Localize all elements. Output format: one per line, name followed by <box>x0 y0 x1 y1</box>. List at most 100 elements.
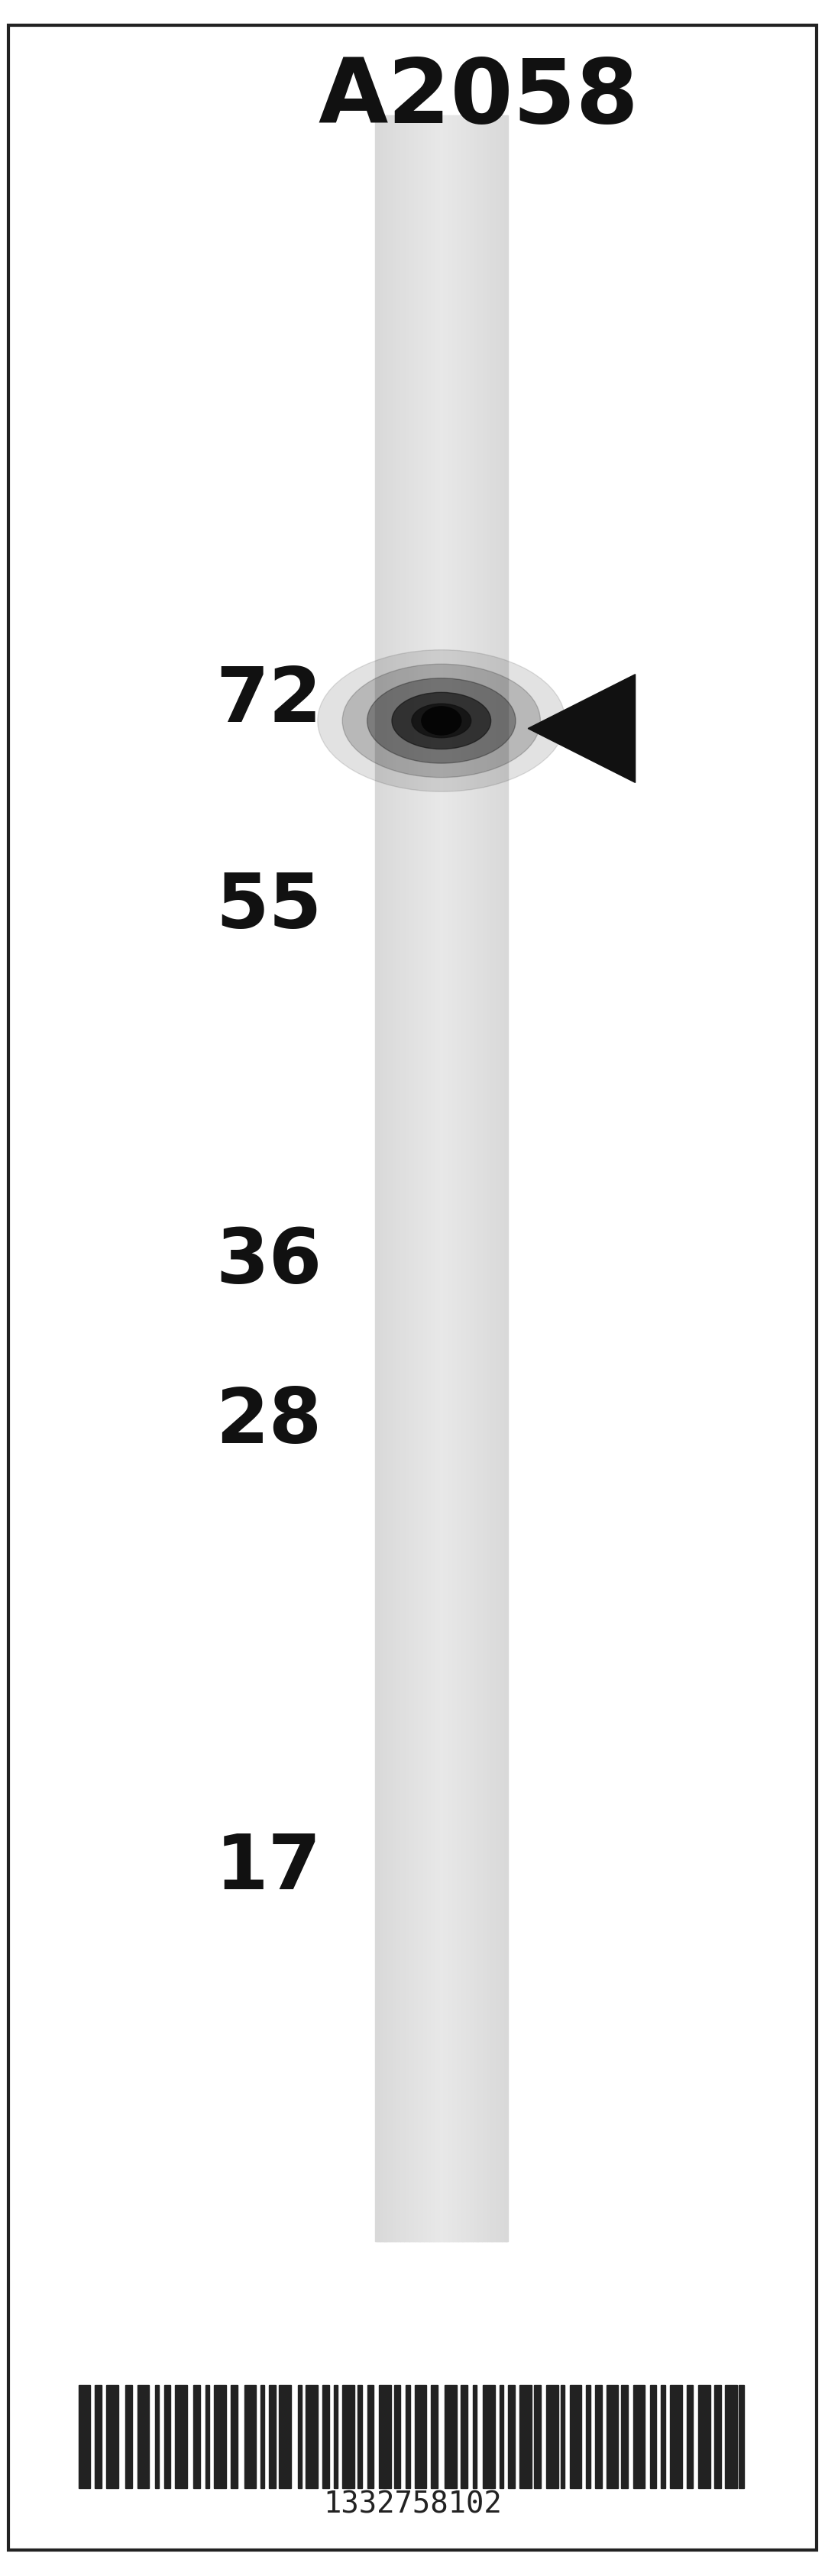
Bar <box>298 2385 302 2488</box>
Bar <box>433 116 436 2241</box>
Bar <box>476 116 478 2241</box>
Bar <box>496 116 497 2241</box>
Ellipse shape <box>422 708 461 737</box>
Ellipse shape <box>412 703 471 739</box>
Bar <box>661 2385 665 2488</box>
Bar <box>244 2385 256 2488</box>
Ellipse shape <box>342 665 540 778</box>
Bar <box>450 116 453 2241</box>
Bar <box>569 2385 582 2488</box>
Bar <box>486 116 488 2241</box>
Bar <box>436 116 438 2241</box>
Bar <box>386 116 388 2241</box>
Bar <box>650 2385 657 2488</box>
Bar <box>414 2385 427 2488</box>
Ellipse shape <box>318 649 565 793</box>
Bar <box>137 2385 149 2488</box>
Bar <box>358 2385 361 2488</box>
Bar <box>430 116 431 2241</box>
Bar <box>490 116 493 2241</box>
Ellipse shape <box>367 677 516 765</box>
Bar <box>472 116 474 2241</box>
Bar <box>587 2385 590 2488</box>
Text: 36: 36 <box>215 1226 322 1298</box>
Bar <box>499 116 502 2241</box>
Bar <box>380 2385 391 2488</box>
Bar <box>407 116 409 2241</box>
Bar <box>423 116 425 2241</box>
Bar <box>505 116 507 2241</box>
Bar <box>420 116 422 2241</box>
Bar <box>443 116 445 2241</box>
Bar <box>561 2385 565 2488</box>
Bar <box>463 116 464 2241</box>
Bar <box>738 2385 744 2488</box>
Bar <box>452 116 454 2241</box>
Bar <box>410 116 412 2241</box>
Bar <box>269 2385 276 2488</box>
Text: 17: 17 <box>215 1832 322 1904</box>
Bar <box>489 116 491 2241</box>
Bar <box>398 116 400 2241</box>
Bar <box>459 116 460 2241</box>
Bar <box>534 2385 541 2488</box>
Bar <box>483 2385 495 2488</box>
Bar <box>394 2385 400 2488</box>
Bar <box>506 116 508 2241</box>
Bar <box>404 116 407 2241</box>
Bar <box>437 116 440 2241</box>
Bar <box>441 116 444 2241</box>
Bar <box>445 2385 456 2488</box>
Bar <box>479 116 482 2241</box>
Bar <box>422 116 424 2241</box>
Bar <box>497 116 499 2241</box>
Bar <box>473 116 475 2241</box>
Bar <box>457 116 460 2241</box>
Bar <box>175 2385 187 2488</box>
Bar <box>391 116 394 2241</box>
Bar <box>725 2385 738 2488</box>
Bar <box>424 116 427 2241</box>
Bar <box>333 2385 337 2488</box>
Bar <box>426 116 427 2241</box>
Bar <box>95 2385 101 2488</box>
Bar <box>446 116 447 2241</box>
Bar <box>485 116 487 2241</box>
Bar <box>633 2385 645 2488</box>
Bar <box>380 116 383 2241</box>
Bar <box>400 116 403 2241</box>
Bar <box>456 116 458 2241</box>
Bar <box>205 2385 210 2488</box>
Bar <box>686 2385 693 2488</box>
Bar <box>406 116 408 2241</box>
Bar <box>444 116 446 2241</box>
Bar <box>403 116 405 2241</box>
Bar <box>468 116 470 2241</box>
Bar <box>460 2385 467 2488</box>
Bar <box>493 116 495 2241</box>
Bar <box>415 116 417 2241</box>
Bar <box>417 116 420 2241</box>
Bar <box>411 116 413 2241</box>
Text: 1332758102: 1332758102 <box>323 2488 502 2519</box>
Bar <box>520 2385 531 2488</box>
Bar <box>499 2385 503 2488</box>
Bar <box>378 116 380 2241</box>
Bar <box>450 116 451 2241</box>
Bar <box>406 2385 410 2488</box>
Bar <box>342 2385 355 2488</box>
Text: 28: 28 <box>215 1386 322 1458</box>
Ellipse shape <box>392 693 491 750</box>
Text: A2058: A2058 <box>318 54 639 142</box>
Bar <box>440 116 442 2241</box>
Bar <box>193 2385 200 2488</box>
Bar <box>231 2385 238 2488</box>
Bar <box>375 116 378 2241</box>
Bar <box>448 116 450 2241</box>
Bar <box>279 2385 291 2488</box>
Bar <box>508 2385 515 2488</box>
Bar <box>498 116 500 2241</box>
Bar <box>470 116 473 2241</box>
Bar <box>595 2385 601 2488</box>
Bar <box>477 116 479 2241</box>
